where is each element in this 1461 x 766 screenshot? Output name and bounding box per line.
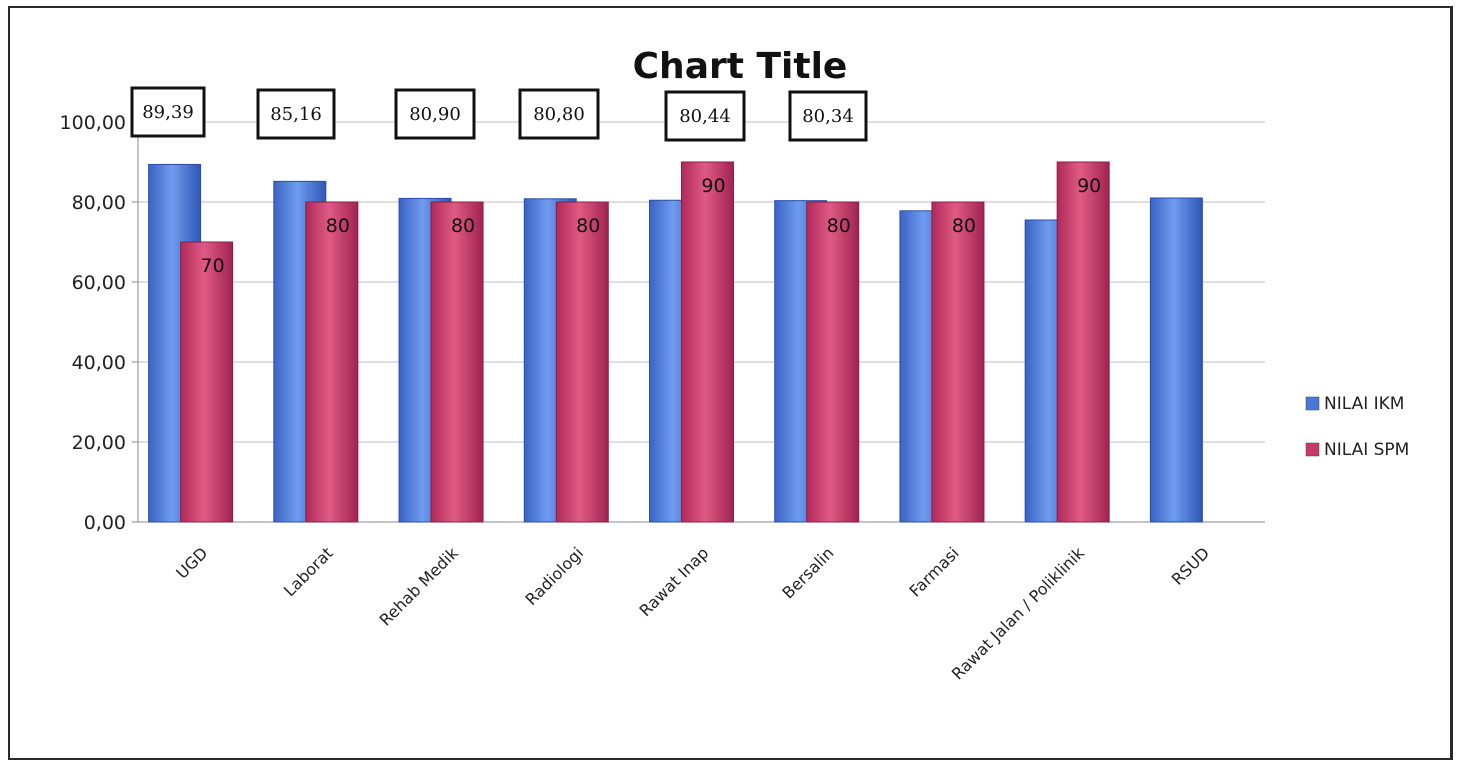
spm-data-label: 70 — [201, 255, 225, 277]
y-tick-label: 60,00 — [72, 272, 126, 294]
callout-box — [518, 88, 600, 140]
category-label: Rawat Jalan / Poliklinik — [948, 543, 1089, 684]
category-label: Rehab Medik — [376, 543, 463, 630]
category-label: UGD — [172, 543, 211, 582]
category-label: Radiologi — [521, 543, 587, 609]
callout-value: 89,39 — [142, 102, 194, 123]
spm-data-label: 80 — [451, 215, 475, 237]
spm-data-label: 90 — [701, 175, 725, 197]
bars — [148, 161, 1203, 523]
legend-swatch — [1305, 396, 1320, 411]
callout-box — [788, 90, 868, 142]
spm-data-label: 80 — [576, 215, 600, 237]
callout-value: 80,34 — [802, 106, 854, 127]
ikm-callout: 80,80 — [518, 88, 600, 140]
ikm-callout: 80,90 — [394, 88, 476, 140]
legend-label: NILAI IKM — [1324, 394, 1404, 414]
bar-ikm — [1149, 197, 1203, 523]
ikm-callout: 80,44 — [664, 90, 746, 142]
category-label: Bersalin — [778, 543, 837, 602]
bar-chart: Chart Title 0,00 20,00 40,00 60,00 80,00 100,… — [60, 46, 1410, 684]
chart-title: Chart Title — [633, 46, 848, 87]
bar-spm — [305, 201, 359, 523]
callout-box — [664, 90, 746, 142]
ikm-callout: 85,16 — [256, 88, 336, 140]
ikm-callout: 89,39 — [130, 86, 206, 138]
bar-spm — [931, 201, 985, 523]
callout-box — [256, 88, 336, 140]
callout-value: 80,44 — [679, 106, 731, 127]
bar-spm — [681, 161, 734, 523]
category-label: Farmasi — [905, 543, 962, 600]
legend-item: NILAI SPM — [1305, 440, 1409, 460]
y-tick-label: 20,00 — [72, 432, 126, 454]
category-label: Rawat Inap — [636, 543, 713, 620]
callout-value: 85,16 — [270, 104, 322, 125]
bar-spm — [555, 201, 609, 523]
y-tick-label: 40,00 — [72, 352, 126, 374]
ikm-callout: 80,34 — [788, 90, 868, 142]
data-labels: 70 80 80 80 90 80 80 90 — [201, 175, 1102, 277]
callout-box — [394, 88, 476, 140]
spm-data-label: 80 — [827, 215, 851, 237]
spm-data-label: 80 — [326, 215, 350, 237]
legend-item: NILAI IKM — [1305, 394, 1404, 414]
spm-data-label: 80 — [952, 215, 976, 237]
category-label: RSUD — [1168, 543, 1213, 588]
callout-box — [130, 86, 206, 138]
callout-value: 80,90 — [409, 104, 461, 125]
category-label: Laborat — [280, 543, 337, 600]
y-tick-label: 0,00 — [84, 512, 126, 534]
y-tick-label: 80,00 — [72, 192, 126, 214]
spm-data-label: 90 — [1077, 175, 1101, 197]
bar-spm — [430, 201, 484, 523]
bar-spm — [806, 201, 860, 523]
legend: NILAI IKM NILAI SPM — [1305, 394, 1409, 460]
legend-label: NILAI SPM — [1324, 440, 1409, 460]
y-tick-label: 100,00 — [60, 112, 126, 134]
legend-swatch — [1305, 442, 1320, 457]
callout-value: 80,80 — [533, 104, 585, 125]
value-callouts: 89,39 85,16 80,90 80,80 80,44 80,34 — [130, 86, 868, 142]
bar-spm — [1056, 161, 1110, 523]
chart-frame: Chart Title 0,00 20,00 40,00 60,00 80,00 100,… — [8, 6, 1453, 760]
bar-spm — [180, 241, 234, 523]
